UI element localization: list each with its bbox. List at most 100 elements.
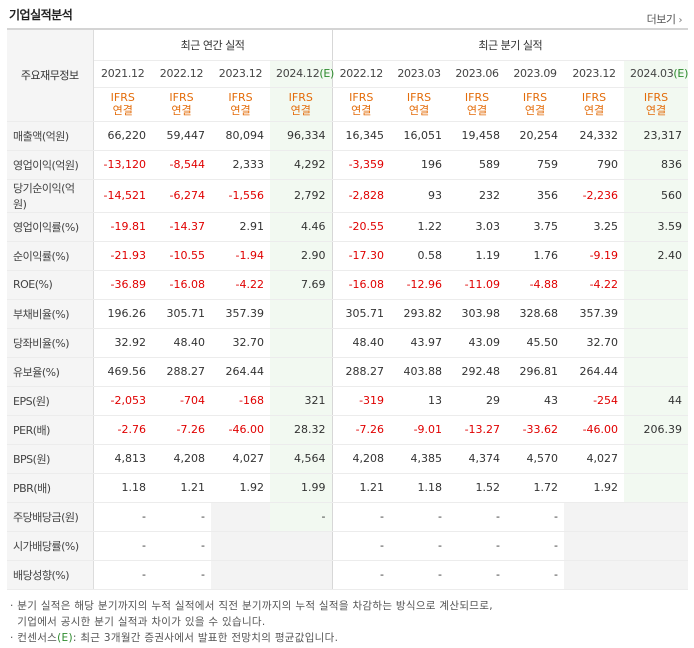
table-cell: 2,333 [211, 150, 270, 180]
table-cell: -19.81 [93, 211, 152, 242]
table-cell: 296.81 [506, 357, 565, 387]
table-cell: -11.09 [448, 270, 507, 300]
table-cell: - [93, 560, 152, 590]
table-cell: 23,317 [624, 121, 689, 151]
table-cell: -13.27 [448, 415, 507, 445]
period-header: 2023.06 [448, 60, 507, 88]
table-row: 매출액(억원) 66,220 59,447 80,094 96,334 16,345 16,… [7, 121, 689, 151]
basis-cell: IFRS 연결 [564, 87, 625, 122]
row-label: 부채비율(%) [7, 298, 94, 329]
table-cell [270, 357, 333, 387]
table-cell: 43.09 [448, 328, 507, 358]
table-cell: 32.70 [564, 328, 625, 358]
table-row: 시가배당률(%) - - - - - - [7, 531, 689, 561]
table-cell: 836 [624, 150, 689, 180]
table-cell: - [390, 531, 449, 561]
table-cell: 45.50 [506, 328, 565, 358]
table-cell: -17.30 [332, 241, 391, 271]
table-cell: 0.58 [390, 241, 449, 271]
table-cell: 790 [564, 150, 625, 180]
table-cell: -16.08 [152, 270, 211, 300]
row-label: 순이익률(%) [7, 241, 94, 271]
table-cell: 305.71 [152, 298, 211, 329]
table-cell: -33.62 [506, 415, 565, 445]
table-cell [564, 560, 625, 590]
table-cell [211, 501, 270, 532]
table-cell: 303.98 [448, 298, 507, 329]
row-label: 배당성향(%) [7, 560, 94, 590]
table-cell: 1.99 [270, 473, 333, 503]
table-cell: -9.19 [564, 241, 625, 271]
table-cell: 321 [270, 385, 333, 416]
period-header: 2023.03 [390, 60, 449, 88]
table-row: 당기순이익(억원) -14,521 -6,274 -1,556 2,792 -2,828 9… [7, 179, 689, 213]
period-header: 2021.12 [93, 60, 152, 88]
table-cell: -12.96 [390, 270, 449, 300]
table-cell: - [152, 531, 211, 561]
row-label: 유보율(%) [7, 357, 94, 387]
table-cell: 4.46 [270, 211, 333, 242]
table-cell: - [448, 560, 507, 590]
table-cell: 13 [390, 385, 449, 416]
table-cell: 20,254 [506, 121, 565, 151]
table-cell: -254 [564, 385, 625, 416]
table-cell: - [506, 531, 565, 561]
footnotes: · 분기 실적은 해당 분기까지의 누적 실적에서 직전 분기까지의 누적 실적… [10, 598, 690, 646]
more-link[interactable]: 더보기 › [646, 11, 683, 27]
basis-cell: IFRS 연결 [448, 87, 507, 122]
more-link-label[interactable]: 더보기 [646, 13, 676, 26]
table-cell: - [506, 560, 565, 590]
table-cell: 4,570 [506, 444, 565, 474]
table-cell: -9.01 [390, 415, 449, 445]
table-row: BPS(원) 4,813 4,208 4,027 4,564 4,208 4,385 4,37… [7, 444, 689, 474]
row-label: EPS(원) [7, 385, 94, 416]
table-cell: 293.82 [390, 298, 449, 329]
table-cell: -36.89 [93, 270, 152, 300]
table-cell: 2,792 [270, 179, 333, 213]
basis-cell: IFRS 연결 [390, 87, 449, 122]
table-cell: -13,120 [93, 150, 152, 180]
table-cell: -7.26 [332, 415, 391, 445]
table-cell [624, 560, 689, 590]
table-cell: 66,220 [93, 121, 152, 151]
table-cell [624, 298, 689, 329]
table-cell: 1.22 [390, 211, 449, 242]
table-row: 부채비율(%) 196.26 305.71 357.39 305.71 293.82 303… [7, 298, 689, 329]
table-cell: -4.22 [564, 270, 625, 300]
table-cell: -14,521 [93, 179, 152, 213]
table-cell [270, 531, 333, 561]
table-row: PBR(배) 1.18 1.21 1.92 1.99 1.21 1.18 1.52 1.72 1.… [7, 473, 689, 503]
table-cell: 196 [390, 150, 449, 180]
table-cell: -2,828 [332, 179, 391, 213]
table-cell: 403.88 [390, 357, 449, 387]
table-cell: - [152, 501, 211, 532]
table-cell: 1.72 [506, 473, 565, 503]
basis-cell: IFRS 연결 [93, 87, 152, 122]
table-cell [624, 473, 689, 503]
basis-cell: IFRS 연결 [624, 87, 689, 122]
table-cell: 80,094 [211, 121, 270, 151]
period-header: 2023.09 [506, 60, 565, 88]
group-quarterly: 최근 분기 실적 [332, 28, 689, 61]
table-cell: 2.90 [270, 241, 333, 271]
table-cell: -3,359 [332, 150, 391, 180]
group-annual: 최근 연간 실적 [93, 28, 333, 61]
table-cell [270, 560, 333, 590]
table-cell: -16.08 [332, 270, 391, 300]
table-cell: - [152, 560, 211, 590]
table-cell: -6,274 [152, 179, 211, 213]
table-row: 배당성향(%) - - - - - - [7, 560, 689, 590]
table-cell: 4,813 [93, 444, 152, 474]
table-cell: 469.56 [93, 357, 152, 387]
table-cell: 48.40 [332, 328, 391, 358]
table-cell: -168 [211, 385, 270, 416]
table-cell [564, 501, 625, 532]
table-cell: 328.68 [506, 298, 565, 329]
table-row: PER(배) -2.76 -7.26 -46.00 28.32 -7.26 -9.01 -13… [7, 415, 689, 445]
table-cell: - [332, 501, 391, 532]
table-cell: 3.59 [624, 211, 689, 242]
row-label: BPS(원) [7, 444, 94, 474]
table-cell: 759 [506, 150, 565, 180]
table-row: 영업이익(억원) -13,120 -8,544 2,333 4,292 -3,359 196… [7, 150, 689, 180]
basis-cell: IFRS 연결 [332, 87, 391, 122]
